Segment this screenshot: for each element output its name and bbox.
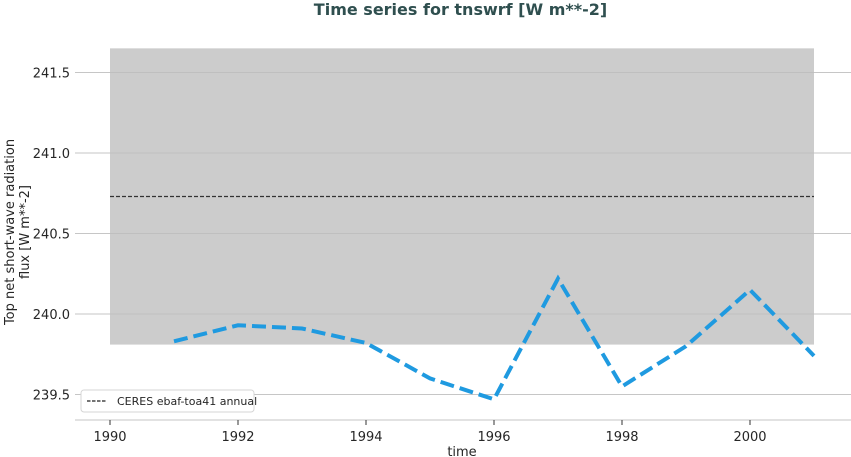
- y-tick-label: 239.5: [33, 389, 70, 404]
- series-line: [173, 274, 816, 402]
- x-tick-label: 1990: [93, 430, 126, 445]
- x-tick-label: 1996: [477, 430, 510, 445]
- legend-entry-label: CERES ebaf-toa41 annual: [117, 395, 257, 408]
- y-tick-label: 240.0: [33, 308, 70, 323]
- x-tick-label: 1998: [605, 430, 638, 445]
- x-tick-label: 1994: [349, 430, 382, 445]
- y-axis: 239.5 240.0 240.5 241.0 241.5: [33, 67, 70, 404]
- data-series: [173, 274, 816, 402]
- x-axis-label: time: [447, 445, 476, 457]
- x-axis: 1990 1992 1994 1996 1998 2000: [75, 419, 851, 445]
- y-tick-label: 240.5: [33, 228, 70, 243]
- chart-title: Time series for tnswrf [W m**-2]: [313, 0, 608, 19]
- y-axis-label: Top net short-wave radiationflux [W m**-…: [3, 139, 33, 326]
- axis-labels: time Top net short-wave radiationflux [W …: [3, 139, 477, 457]
- x-tick-label: 2000: [733, 430, 766, 445]
- y-tick-label: 241.5: [33, 67, 70, 82]
- y-tick-label: 241.0: [33, 147, 70, 162]
- legend-box: [80, 389, 255, 413]
- legend: CERES ebaf-toa41 annual: [80, 389, 257, 413]
- x-tick-label: 1992: [221, 430, 254, 445]
